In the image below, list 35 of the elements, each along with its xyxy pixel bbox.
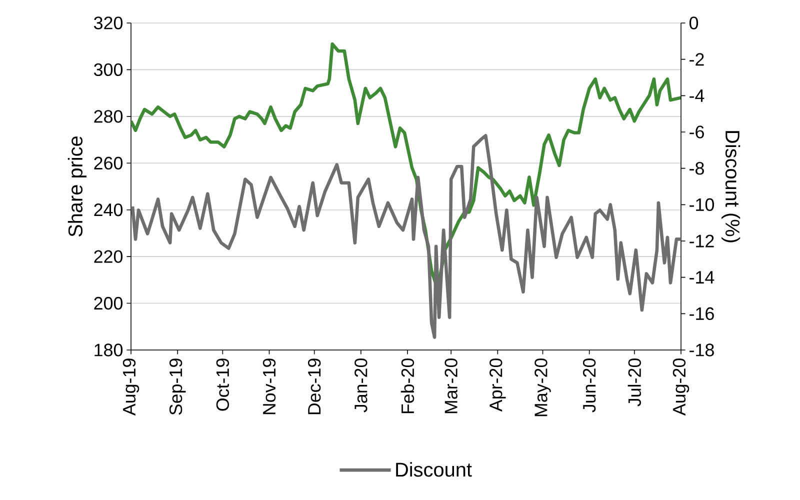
x-tick-label: Aug-20 xyxy=(672,358,690,416)
y2-tick-label: -18 xyxy=(690,344,714,356)
y2-tick-label: -12 xyxy=(690,234,714,248)
y2-tick-label: -6 xyxy=(690,126,704,138)
y-tick-label: 280 xyxy=(94,110,123,123)
y2-tick-label: -8 xyxy=(690,162,704,175)
x-tick-label: Feb-20 xyxy=(400,358,414,414)
legend-label: Discount xyxy=(396,462,472,477)
x-tick-label: May-20 xyxy=(534,358,551,416)
y-tick-label: 260 xyxy=(94,156,123,170)
x-tick-label: Apr-20 xyxy=(490,358,506,412)
x-tick-label: Mar-20 xyxy=(444,358,458,414)
y-tick-label: 240 xyxy=(94,204,123,216)
y2-tick-label: 0 xyxy=(689,16,698,30)
y2-tick-label: -4 xyxy=(690,89,704,102)
x-tick-label: Sep-19 xyxy=(169,358,186,415)
y-tick-label: 300 xyxy=(94,63,123,76)
y2-tick-label: -16 xyxy=(690,307,714,320)
x-tick-label: Jun-20 xyxy=(582,358,596,412)
x-tick-label: Jul-20 xyxy=(628,358,641,406)
y2-axis-title: Discount (%) xyxy=(722,131,740,242)
x-tick-label: Dec-19 xyxy=(308,358,321,414)
y-tick-label: 220 xyxy=(94,250,123,263)
y2-tick-label: -2 xyxy=(690,53,704,66)
y-tick-label: 320 xyxy=(94,16,123,30)
line-series xyxy=(131,134,682,339)
y2-tick-label: -10 xyxy=(690,198,714,212)
y2-tick-label: -14 xyxy=(690,271,714,284)
y-tick-label: 180 xyxy=(94,344,123,356)
x-tick-label: Oct-19 xyxy=(216,358,230,411)
x-tick-label: Jan-20 xyxy=(354,358,368,412)
x-tick-label: Nov-19 xyxy=(262,358,276,414)
y-axis-title: Share price xyxy=(68,136,86,237)
x-tick-label: Aug-19 xyxy=(122,358,140,416)
y-tick-label: 200 xyxy=(94,296,123,310)
